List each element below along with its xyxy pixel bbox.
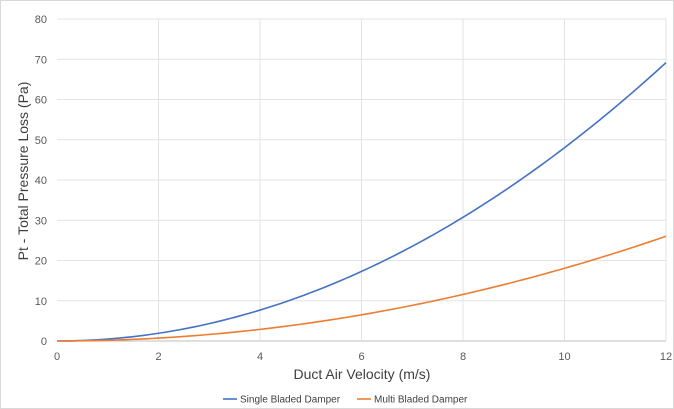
y-tick-label: 70 xyxy=(35,54,47,66)
x-axis-ticks: 0 2 4 6 8 10 12 xyxy=(54,351,672,363)
y-axis-title: Pt - Total Pressure Loss (Pa) xyxy=(15,82,31,261)
gridlines xyxy=(57,18,667,342)
series-line-1 xyxy=(56,62,667,342)
legend-label: Single Bladed Damper xyxy=(240,395,341,406)
y-tick-label: 60 xyxy=(35,95,47,107)
y-tick-label: 40 xyxy=(35,175,47,187)
y-axis-ticks: 0 10 20 30 40 50 60 70 80 xyxy=(35,14,47,348)
x-tick-label: 12 xyxy=(660,351,672,363)
x-tick-label: 10 xyxy=(558,351,570,363)
x-tick-label: 0 xyxy=(54,351,60,363)
x-tick-label: 8 xyxy=(460,351,466,363)
y-tick-label: 80 xyxy=(35,14,47,26)
y-tick-label: 0 xyxy=(41,336,47,348)
x-axis-title: Duct Air Velocity (m/s) xyxy=(294,366,431,382)
y-tick-label: 30 xyxy=(35,215,47,227)
x-tick-label: 2 xyxy=(155,351,161,363)
y-tick-label: 50 xyxy=(35,135,47,147)
y-tick-label: 20 xyxy=(35,256,47,268)
x-tick-label: 4 xyxy=(257,351,263,363)
x-tick-label: 6 xyxy=(358,351,364,363)
legend: Single Bladed Damper Multi Bladed Damper xyxy=(223,395,468,406)
series-line-2 xyxy=(56,235,667,342)
legend-label: Multi Bladed Damper xyxy=(374,395,468,406)
series-lines xyxy=(56,62,667,342)
y-tick-label: 10 xyxy=(35,296,47,308)
